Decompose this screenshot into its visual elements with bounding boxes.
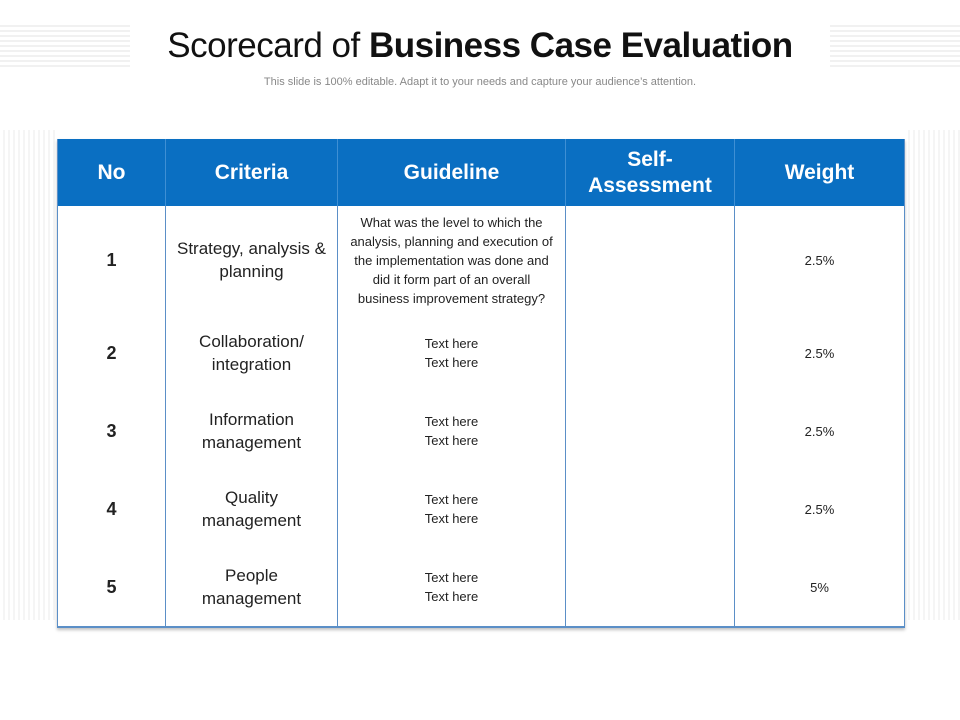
row-self-assessment	[565, 314, 735, 392]
title-regular: Scorecard of	[167, 26, 369, 65]
row-weight: 2.5%	[804, 345, 835, 361]
title-backdrop	[130, 18, 830, 74]
row-criteria: Strategy, analysis & planning	[165, 206, 338, 314]
scorecard-table: No Criteria Guideline Self- Assessment W…	[57, 139, 905, 628]
guideline-line: Text here	[424, 492, 479, 507]
title-bold: Business Case Evaluation	[368, 26, 793, 65]
row-no: 5	[57, 548, 166, 627]
right-decoration	[905, 130, 960, 620]
row-criteria: Quality management	[165, 470, 338, 548]
table-row: 1 Strategy, analysis & planning What was…	[57, 206, 905, 314]
guideline-line: Text here	[424, 570, 479, 585]
row-guideline: What was the level to which the analysis…	[337, 206, 566, 314]
subtitle: This slide is 100% editable. Adapt it to…	[263, 76, 697, 88]
table-row: 3 Information management Text here Text h…	[57, 392, 905, 470]
guideline-line: Text here	[424, 433, 479, 448]
table-header-row: No Criteria Guideline Self- Assessment W…	[57, 139, 905, 206]
row-no: 1	[57, 206, 166, 314]
row-weight: 2.5%	[804, 252, 835, 268]
row-weight: 2.5%	[804, 423, 835, 439]
row-self-assessment	[565, 392, 735, 470]
table-row: 5 People management Text here Text here 5…	[57, 548, 905, 627]
header-weight: Weight	[734, 139, 905, 206]
header-criteria: Criteria	[165, 139, 338, 206]
row-no: 4	[57, 470, 166, 548]
guideline-line: Text here	[424, 511, 479, 526]
guideline-line: Text here	[424, 355, 479, 370]
row-criteria: Collaboration/ integration	[165, 314, 338, 392]
row-self-assessment	[565, 206, 735, 314]
row-no: 3	[57, 392, 166, 470]
guideline-line: Text here	[424, 589, 479, 604]
table-row: 2 Collaboration/ integration Text here Te…	[57, 314, 905, 392]
row-weight: 2.5%	[804, 501, 835, 517]
row-guideline: Text here Text here	[337, 470, 566, 548]
guideline-line: Text here	[424, 414, 479, 429]
header-self-assessment: Self- Assessment	[565, 139, 735, 206]
row-self-assessment	[565, 548, 735, 627]
row-no: 2	[57, 314, 166, 392]
header-no: No	[57, 139, 166, 206]
row-self-assessment	[565, 470, 735, 548]
row-guideline: Text here Text here	[337, 314, 566, 392]
row-guideline: Text here Text here	[337, 392, 566, 470]
row-criteria: Information management	[165, 392, 338, 470]
guideline-line: Text here	[424, 336, 479, 351]
page-title: Scorecard of Business Case Evaluation	[0, 26, 960, 66]
row-weight: 5%	[810, 579, 829, 595]
row-guideline: Text here Text here	[337, 548, 566, 627]
header-guideline: Guideline	[337, 139, 566, 206]
table-row: 4 Quality management Text here Text here …	[57, 470, 905, 548]
left-decoration	[0, 130, 55, 620]
row-criteria: People management	[165, 548, 338, 627]
